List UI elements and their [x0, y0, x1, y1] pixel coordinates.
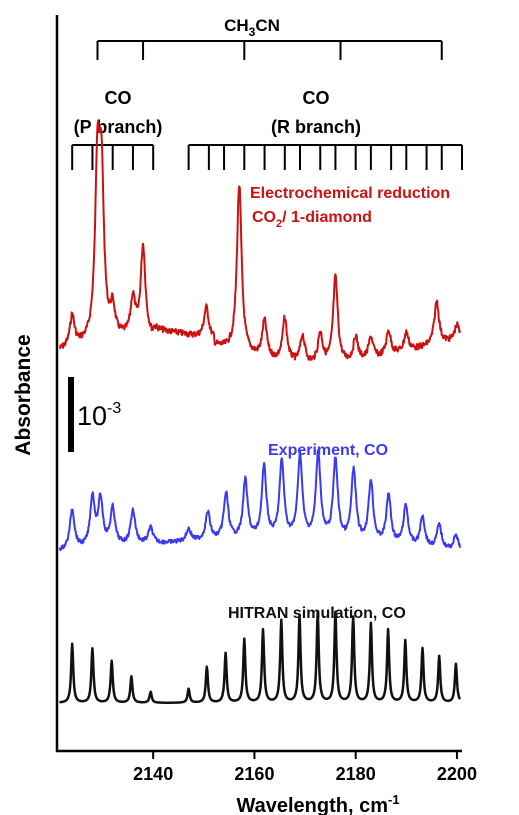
scale-bar-label: 10-3 — [77, 400, 121, 431]
ch3cn-label: CH3CN — [224, 16, 280, 39]
series-line — [58, 610, 462, 704]
ch3cn-bracket — [96, 40, 443, 60]
x-tick-label: 2140 — [133, 764, 173, 784]
series-line — [59, 120, 461, 361]
x-tick-label: 2160 — [234, 764, 274, 784]
co-r-label-bottom: (R branch) — [271, 117, 361, 137]
series-label-hitran: HITRAN simulation, CO — [228, 605, 406, 622]
x-ticks: 2140 2160 2180 2200 — [133, 751, 477, 784]
co-r-branch-bracket — [187, 144, 463, 170]
series-line — [58, 449, 461, 552]
x-axis-label: Wavelength, cm-1 — [236, 792, 399, 815]
x-tick-label: 2180 — [336, 764, 376, 784]
scale-bar: 10-3 — [68, 377, 121, 452]
x-tick-label: 2200 — [437, 764, 477, 784]
co-p-label-bottom: (P branch) — [74, 117, 163, 137]
series-label-experiment: Experiment, CO — [268, 442, 388, 459]
co-p-branch-bracket — [71, 144, 155, 170]
axes — [55, 15, 462, 753]
series-label-electrochemical-2: CO2/ 1-diamond — [252, 209, 372, 230]
series-label-electrochemical-1: Electrochemical reduction — [250, 185, 450, 202]
co-p-label-top: CO — [105, 88, 132, 108]
traces — [58, 120, 462, 704]
y-axis-label: Absorbance — [12, 334, 35, 455]
co-r-label-top: CO — [303, 88, 330, 108]
